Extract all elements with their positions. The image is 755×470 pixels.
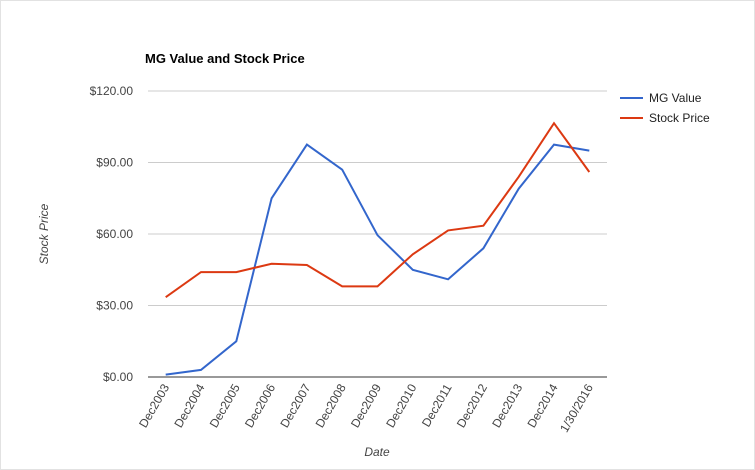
x-tick-label: Dec2007 [277,381,313,430]
y-tick-label: $120.00 [90,84,134,98]
x-tick-label: Dec2008 [313,381,349,430]
legend-label: Stock Price [649,111,710,125]
x-tick-label: Dec2013 [489,381,525,430]
x-tick-label: Dec2003 [136,381,172,430]
x-tick-label: Dec2010 [383,381,419,430]
y-tick-label: $60.00 [96,227,133,241]
x-tick-label: Dec2009 [348,381,384,430]
series-line [165,143,590,376]
series-line [165,121,591,299]
y-axis-title: Stock Price [37,203,51,264]
chart-title: MG Value and Stock Price [145,51,305,66]
x-tick-label: Dec2005 [207,381,243,430]
x-tick-label: Dec2004 [171,381,207,430]
x-tick-label: Dec2011 [419,381,455,429]
x-tick-label: 1/30/2016 [557,381,596,435]
x-tick-label: Dec2006 [242,381,278,430]
y-tick-label: $0.00 [103,370,133,384]
x-axis-title: Date [364,445,390,459]
x-tick-label: Dec2012 [454,381,490,430]
x-tick-label: Dec2014 [524,381,560,430]
legend-label: MG Value [649,91,702,105]
y-tick-label: $90.00 [96,156,133,170]
y-tick-label: $30.00 [96,299,133,313]
